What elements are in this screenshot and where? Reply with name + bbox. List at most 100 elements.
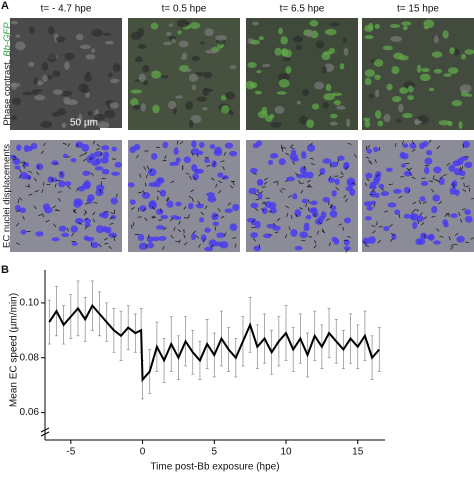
cell xyxy=(12,98,21,105)
nucleus xyxy=(344,217,351,223)
cell xyxy=(340,63,345,70)
cell xyxy=(64,52,74,60)
cell xyxy=(103,33,111,36)
nucleus xyxy=(270,153,278,159)
nucleus xyxy=(415,238,422,245)
cell xyxy=(32,89,38,95)
nucleus xyxy=(366,149,372,154)
nucleus xyxy=(420,233,427,240)
cell xyxy=(250,40,260,45)
nucleus xyxy=(59,171,65,179)
cell xyxy=(421,68,430,72)
nucleus xyxy=(302,199,308,204)
nucleus xyxy=(216,233,225,238)
panel-label: B xyxy=(1,264,9,276)
nucleus xyxy=(433,166,441,173)
cell xyxy=(185,101,193,110)
x-tick-label: 0 xyxy=(140,447,146,458)
nucleus xyxy=(111,215,117,219)
nucleus xyxy=(166,201,173,208)
cell xyxy=(414,121,422,124)
nucleus xyxy=(269,202,277,209)
cell xyxy=(110,78,119,83)
cell xyxy=(138,44,147,49)
nucleus xyxy=(373,177,379,185)
cell xyxy=(189,22,200,29)
nucleus xyxy=(422,141,428,147)
row-label-part: Phase contrast, xyxy=(2,60,13,126)
nucleus xyxy=(101,145,109,150)
nucleus xyxy=(149,202,157,209)
cell xyxy=(169,23,174,27)
nucleus xyxy=(250,168,258,174)
nucleus xyxy=(268,160,273,165)
cell xyxy=(247,62,256,68)
nucleus xyxy=(111,198,118,205)
nucleus xyxy=(19,207,26,213)
nucleus xyxy=(64,181,71,186)
cell xyxy=(316,40,325,48)
nucleus xyxy=(61,233,69,237)
nucleus xyxy=(72,242,78,246)
nucleus xyxy=(291,149,296,154)
nucleus xyxy=(386,168,393,172)
x-tick-label: 10 xyxy=(280,447,292,458)
cell xyxy=(28,62,34,67)
nucleus xyxy=(112,146,117,151)
cell xyxy=(452,100,463,106)
cell xyxy=(225,92,235,100)
nucleus xyxy=(421,181,428,186)
nucleus xyxy=(344,162,350,168)
x-tick-label: 5 xyxy=(212,447,218,458)
nucleus xyxy=(175,202,182,207)
nucleus xyxy=(229,223,237,231)
cell xyxy=(374,24,380,29)
nucleus xyxy=(59,226,67,232)
cell xyxy=(407,95,413,100)
cell xyxy=(161,75,169,78)
nucleus xyxy=(151,153,157,160)
column-title: t= - 4.7 hpe xyxy=(41,4,92,15)
cell xyxy=(52,112,60,117)
cell xyxy=(326,84,332,91)
cell xyxy=(365,78,372,86)
phase-image xyxy=(128,18,240,130)
cell xyxy=(109,102,118,108)
cell xyxy=(29,27,35,34)
nucleus xyxy=(82,171,90,176)
nucleus xyxy=(426,150,432,156)
nucleus xyxy=(295,246,303,251)
cell xyxy=(334,100,341,105)
cell xyxy=(369,94,374,99)
cell xyxy=(443,30,449,38)
cell xyxy=(343,37,347,42)
cell xyxy=(393,53,403,60)
cell xyxy=(250,82,257,88)
nucleus xyxy=(403,143,409,148)
nucleus xyxy=(292,157,299,162)
nucleus xyxy=(300,166,307,174)
nucleus xyxy=(95,189,103,196)
column-title: t= 0.5 hpe xyxy=(162,4,207,15)
nucleus xyxy=(349,188,355,195)
cell xyxy=(141,103,146,111)
cell xyxy=(192,56,200,62)
nucleus xyxy=(250,203,258,209)
cell xyxy=(255,91,262,95)
cell xyxy=(346,119,350,127)
cell xyxy=(432,51,442,57)
cell xyxy=(390,24,401,28)
nucleus xyxy=(335,178,340,184)
cell xyxy=(277,91,287,94)
cell xyxy=(330,121,338,125)
cell xyxy=(443,73,451,77)
cell xyxy=(364,25,373,32)
nucleus xyxy=(191,140,197,147)
nucleus xyxy=(199,217,204,222)
nucleus xyxy=(102,169,110,175)
cell xyxy=(151,23,159,30)
nucleus xyxy=(100,157,108,164)
cell xyxy=(172,39,176,43)
micrographs xyxy=(9,18,474,252)
